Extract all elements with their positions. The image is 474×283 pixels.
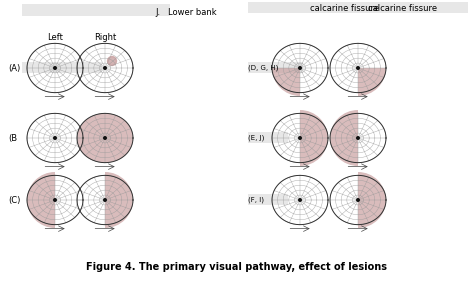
Wedge shape bbox=[300, 110, 328, 166]
Text: calcarine fissure: calcarine fissure bbox=[310, 4, 379, 13]
Text: J.   Lower bank: J. Lower bank bbox=[155, 8, 217, 17]
Text: (B: (B bbox=[8, 134, 17, 143]
Circle shape bbox=[54, 67, 56, 69]
Text: (C): (C) bbox=[8, 196, 20, 205]
Circle shape bbox=[357, 199, 359, 201]
Text: Figure 4. The primary visual pathway, effect of lesions: Figure 4. The primary visual pathway, ef… bbox=[86, 262, 388, 272]
Bar bbox=[248, 194, 288, 205]
Bar bbox=[248, 62, 303, 73]
Circle shape bbox=[299, 199, 301, 201]
Bar bbox=[248, 132, 288, 143]
Text: (A): (A) bbox=[8, 63, 20, 72]
Wedge shape bbox=[330, 110, 358, 166]
Text: (E, J): (E, J) bbox=[248, 135, 264, 141]
Ellipse shape bbox=[77, 113, 133, 163]
Circle shape bbox=[357, 67, 359, 69]
Bar bbox=[248, 2, 468, 13]
Wedge shape bbox=[105, 172, 133, 228]
Circle shape bbox=[104, 199, 106, 201]
Circle shape bbox=[299, 137, 301, 139]
Text: (D, G, H): (D, G, H) bbox=[248, 65, 278, 71]
Circle shape bbox=[104, 67, 106, 69]
Text: (F, I): (F, I) bbox=[248, 197, 264, 203]
Wedge shape bbox=[272, 68, 300, 96]
Text: calcarine fissure: calcarine fissure bbox=[368, 4, 437, 13]
Circle shape bbox=[108, 57, 117, 65]
Wedge shape bbox=[358, 172, 386, 228]
Bar bbox=[22, 4, 170, 16]
Circle shape bbox=[299, 67, 301, 69]
Circle shape bbox=[357, 137, 359, 139]
Wedge shape bbox=[27, 172, 55, 228]
Circle shape bbox=[104, 137, 106, 139]
Wedge shape bbox=[358, 68, 386, 96]
Bar bbox=[22, 62, 102, 73]
Text: Left: Left bbox=[47, 33, 63, 42]
Circle shape bbox=[54, 199, 56, 201]
Circle shape bbox=[54, 137, 56, 139]
Text: Right: Right bbox=[94, 33, 116, 42]
